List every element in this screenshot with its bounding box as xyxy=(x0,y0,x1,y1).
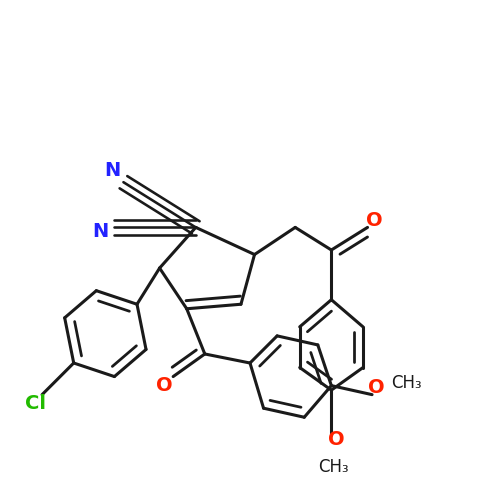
Text: Cl: Cl xyxy=(25,394,46,413)
Text: O: O xyxy=(328,430,344,450)
Text: O: O xyxy=(366,211,382,230)
Text: O: O xyxy=(368,378,385,398)
Text: N: N xyxy=(104,162,120,180)
Text: N: N xyxy=(92,222,109,242)
Text: O: O xyxy=(156,376,172,395)
Text: CH₃: CH₃ xyxy=(390,374,422,392)
Text: CH₃: CH₃ xyxy=(318,458,349,476)
